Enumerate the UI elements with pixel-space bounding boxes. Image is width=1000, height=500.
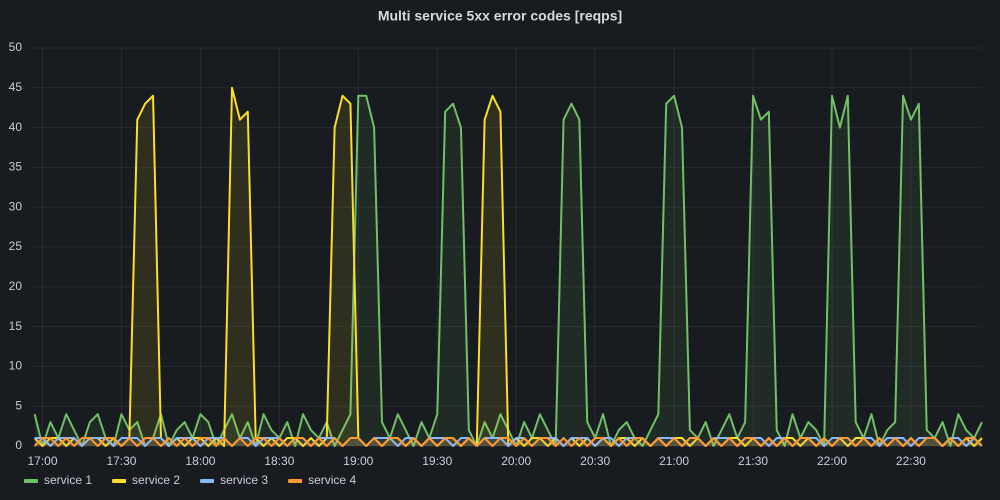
- y-tick-label: 40: [9, 120, 23, 134]
- y-tick-label: 20: [9, 279, 23, 293]
- x-tick-label: 19:00: [343, 454, 373, 468]
- y-tick-label: 25: [9, 239, 23, 253]
- series-line: [33, 437, 983, 447]
- series-area: [34, 438, 982, 446]
- legend-label: service 3: [220, 473, 268, 487]
- legend-swatch: [288, 479, 303, 483]
- x-tick-label: 18:00: [185, 454, 215, 468]
- y-tick-label: 45: [9, 80, 23, 94]
- legend-swatch: [200, 479, 215, 483]
- x-tick-label: 20:30: [580, 454, 610, 468]
- legend-label: service 2: [132, 473, 180, 487]
- y-tick-label: 10: [9, 359, 23, 373]
- x-tick-label: 17:30: [106, 454, 136, 468]
- y-tick-label: 50: [9, 40, 23, 54]
- series-area: [34, 438, 982, 446]
- legend-label: service 1: [44, 473, 92, 487]
- series-line: [34, 437, 983, 447]
- legend-swatch: [24, 479, 38, 483]
- x-tick-label: 19:30: [422, 454, 452, 468]
- y-tick-label: 30: [9, 199, 23, 213]
- x-tick-label: 20:00: [501, 454, 531, 468]
- y-tick-label: 15: [9, 319, 23, 333]
- legend-label: service 4: [308, 473, 356, 487]
- x-tick-label: 21:00: [659, 454, 689, 468]
- panel-title: Multi service 5xx error codes [reqps]: [378, 8, 622, 24]
- x-tick-label: 18:30: [264, 454, 294, 468]
- y-tick-label: 35: [9, 160, 23, 174]
- x-tick-label: 21:30: [738, 454, 768, 468]
- x-tick-label: 22:30: [896, 454, 926, 468]
- y-tick-label: 0: [15, 438, 22, 452]
- x-tick-label: 22:00: [817, 454, 847, 468]
- x-tick-label: 17:00: [28, 454, 58, 468]
- legend-swatch: [112, 479, 127, 483]
- y-tick-label: 5: [15, 398, 22, 412]
